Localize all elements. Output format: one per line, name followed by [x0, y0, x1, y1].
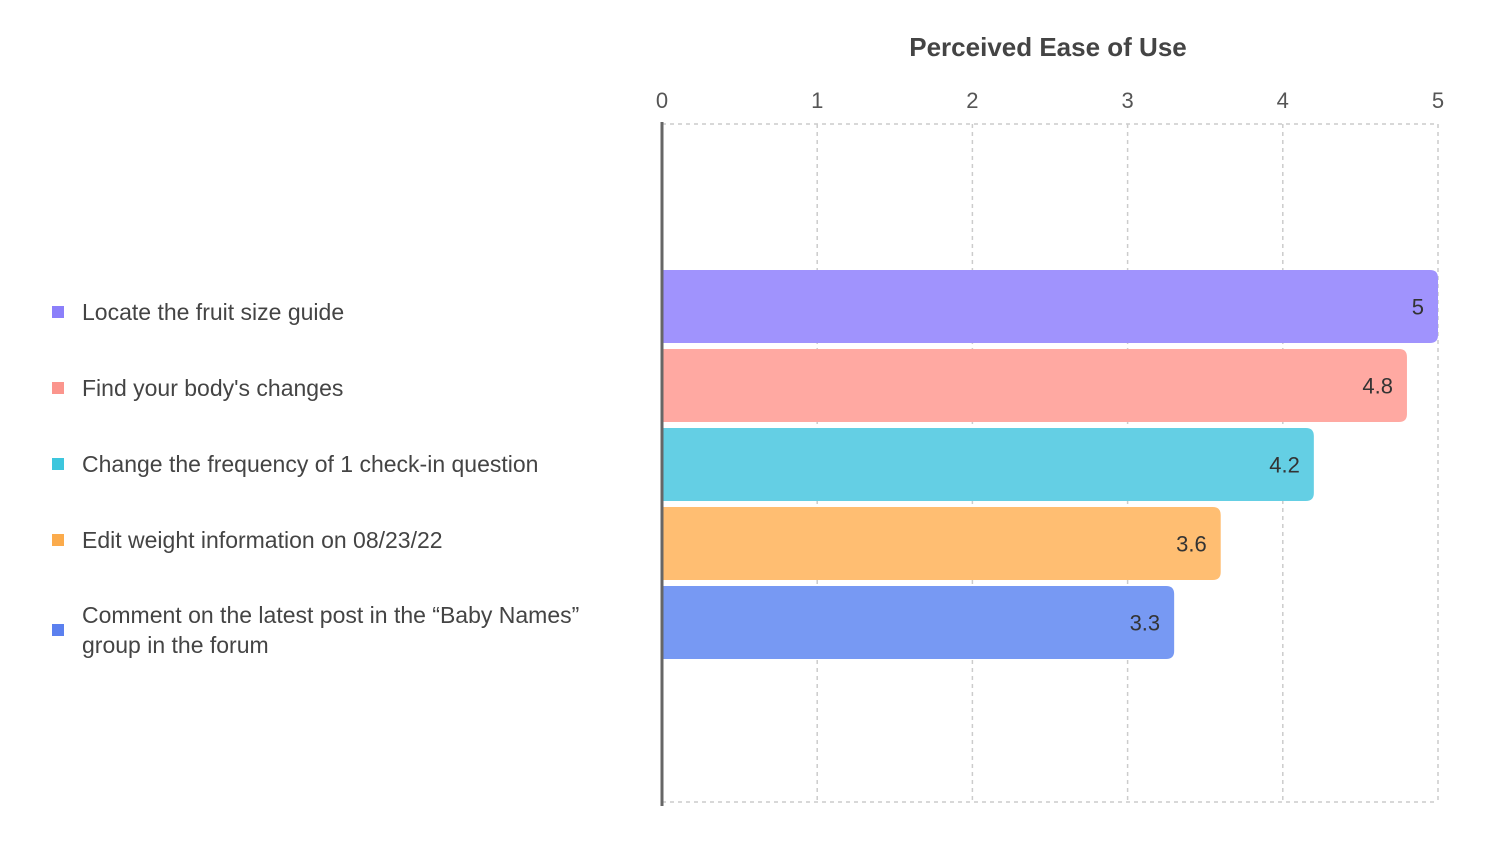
bar: [662, 270, 1438, 343]
x-tick-label: 5: [1432, 88, 1444, 113]
legend-label: Comment on the latest post in the “Baby …: [82, 602, 580, 658]
legend-item: Locate the fruit size guide: [52, 297, 612, 327]
x-tick-label: 1: [811, 88, 823, 113]
x-tick-label: 0: [656, 88, 668, 113]
legend-label: Locate the fruit size guide: [82, 299, 345, 325]
legend-item: Comment on the latest post in the “Baby …: [52, 600, 612, 660]
chart-title: Perceived Ease of Use: [909, 32, 1187, 62]
bar: [662, 349, 1407, 422]
legend-swatch: [52, 382, 64, 394]
legend-item: Find your body's changes: [52, 373, 612, 403]
bar: [662, 428, 1314, 501]
legend-swatch: [52, 534, 64, 546]
legend-label: Edit weight information on 08/23/22: [82, 527, 443, 553]
bars: [662, 270, 1438, 659]
legend: Locate the fruit size guide Find your bod…: [52, 0, 612, 856]
legend-item: Change the frequency of 1 check-in quest…: [52, 449, 612, 479]
x-tick-label: 3: [1121, 88, 1133, 113]
legend-item: Edit weight information on 08/23/22: [52, 525, 612, 555]
legend-swatch: [52, 624, 64, 636]
legend-swatch: [52, 458, 64, 470]
bar-value-label: 4.8: [1362, 374, 1393, 399]
legend-label: Change the frequency of 1 check-in quest…: [82, 451, 539, 477]
bar-value-label: 5: [1412, 295, 1424, 320]
legend-swatch: [52, 306, 64, 318]
bar: [662, 507, 1221, 580]
x-axis-ticks: 0 1 2 3 4 5: [656, 88, 1444, 113]
bar-value-label: 3.6: [1176, 532, 1207, 557]
legend-label: Find your body's changes: [82, 375, 344, 401]
bar-value-label: 3.3: [1130, 611, 1161, 636]
bar-value-label: 4.2: [1269, 453, 1300, 478]
bar-value-labels: 5 4.8 4.2 3.6 3.3: [1130, 295, 1424, 636]
x-tick-label: 4: [1277, 88, 1289, 113]
bar: [662, 586, 1175, 659]
x-tick-label: 2: [966, 88, 978, 113]
